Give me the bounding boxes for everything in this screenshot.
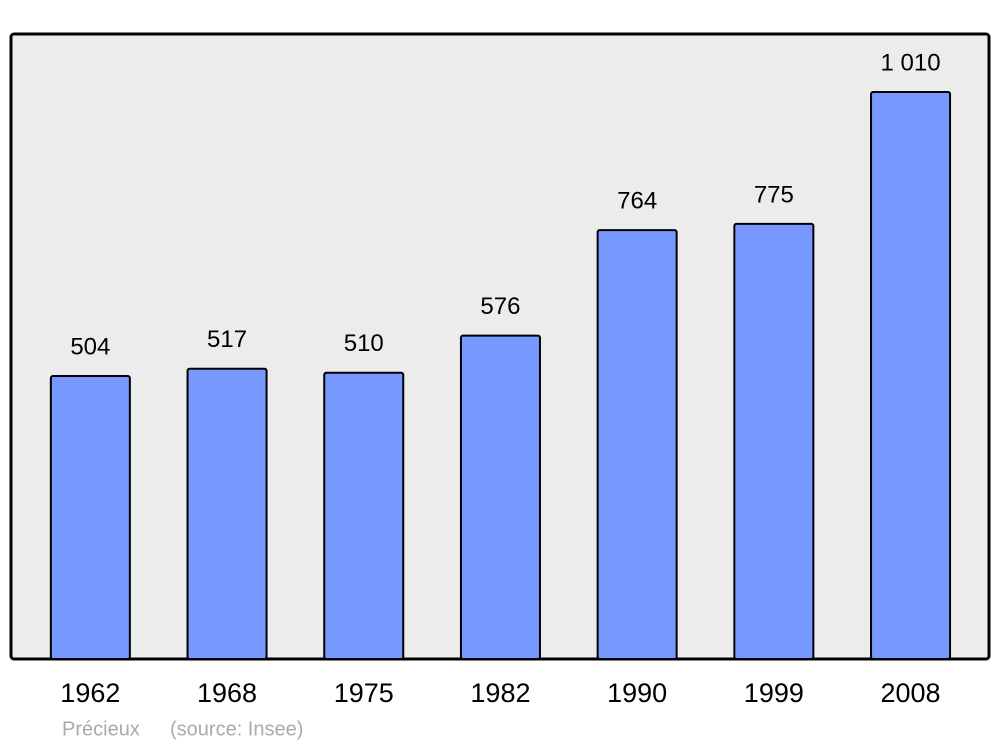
footer-author: Précieux	[62, 718, 140, 740]
value-label: 775	[754, 181, 794, 208]
footer-source: (source: Insee)	[170, 718, 303, 740]
x-tick-label: 1968	[197, 678, 257, 708]
bar	[733, 222, 815, 660]
value-label: 576	[480, 293, 520, 320]
bar	[49, 375, 131, 660]
value-label: 764	[617, 187, 657, 214]
x-tick-label: 1975	[334, 678, 394, 708]
value-label: 504	[70, 333, 110, 360]
x-tick-label: 1990	[607, 678, 667, 708]
value-label: 517	[207, 326, 247, 353]
bar	[459, 334, 541, 660]
bar	[596, 229, 678, 660]
x-tick-label: 1999	[744, 678, 804, 708]
x-tick-label: 1962	[60, 678, 120, 708]
x-tick-label: 2008	[881, 678, 941, 708]
bar	[186, 367, 268, 660]
bar	[323, 371, 405, 660]
value-label: 1 010	[881, 49, 941, 76]
value-label: 510	[344, 330, 384, 357]
x-tick-label: 1982	[470, 678, 530, 708]
bar	[870, 91, 952, 660]
